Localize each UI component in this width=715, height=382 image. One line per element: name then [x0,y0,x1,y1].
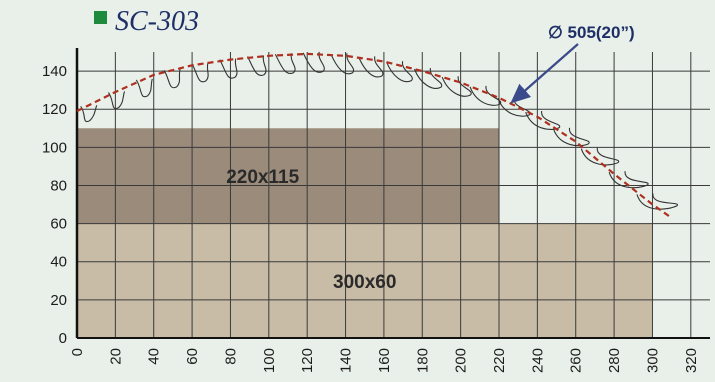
x-tick-180: 180 [414,348,431,373]
title-marker [94,11,107,24]
x-tick-200: 200 [453,348,470,373]
x-tick-220: 220 [491,348,508,373]
y-tick-0: 0 [59,330,67,347]
blade-tooth [247,55,267,76]
region-label-220x115: 220x115 [226,167,299,188]
blade-tooth [413,68,443,89]
y-tick-60: 60 [50,216,67,233]
x-tick-260: 260 [568,348,585,373]
blade-tooth [636,193,678,210]
y-tick-40: 40 [50,254,67,271]
blade-tooth [552,127,590,147]
x-tick-100: 100 [261,348,278,373]
blade-tooth [580,147,620,166]
x-tick-320: 320 [683,348,700,373]
x-tick-120: 120 [299,348,316,373]
arc-line [76,52,673,219]
y-tick-100: 100 [42,139,67,156]
x-tick-80: 80 [222,348,239,365]
blade-tooth [608,171,649,189]
blade-tooth [386,61,413,83]
blade-tooth [525,110,561,131]
y-tick-140: 140 [42,63,67,80]
x-tick-0: 0 [69,348,86,356]
arc-label-arrow [510,43,579,104]
blade-tooth [469,85,502,106]
x-tick-280: 280 [606,348,623,373]
x-tick-60: 60 [184,348,201,365]
blade-tooth [163,69,181,89]
blade-tooth [497,97,531,117]
y-tick-80: 80 [50,177,67,194]
x-tick-140: 140 [338,348,355,373]
chart-title: SC-303 [115,6,199,37]
region-220x115 [77,128,499,224]
y-tick-20: 20 [50,292,67,309]
blade-tooth [274,53,296,75]
blade-tooth [358,56,384,78]
blade-tooth [191,62,209,83]
blade-tooth [135,78,153,98]
blade-tooth [108,91,126,110]
x-tick-240: 240 [529,348,546,373]
y-tick-120: 120 [42,101,67,118]
blade-tooth [80,105,98,123]
x-tick-160: 160 [376,348,393,373]
blade-tooth [219,58,238,79]
x-tick-20: 20 [107,348,124,365]
blade-tooth [302,51,325,73]
x-tick-300: 300 [644,348,661,373]
region-label-300x60: 300x60 [333,272,396,293]
x-tick-40: 40 [146,348,163,365]
region-300x60 [77,223,653,338]
arc-label: ∅ 505(20”) [548,23,635,42]
blade-tooth [330,53,355,75]
blade-tooth [441,76,472,97]
